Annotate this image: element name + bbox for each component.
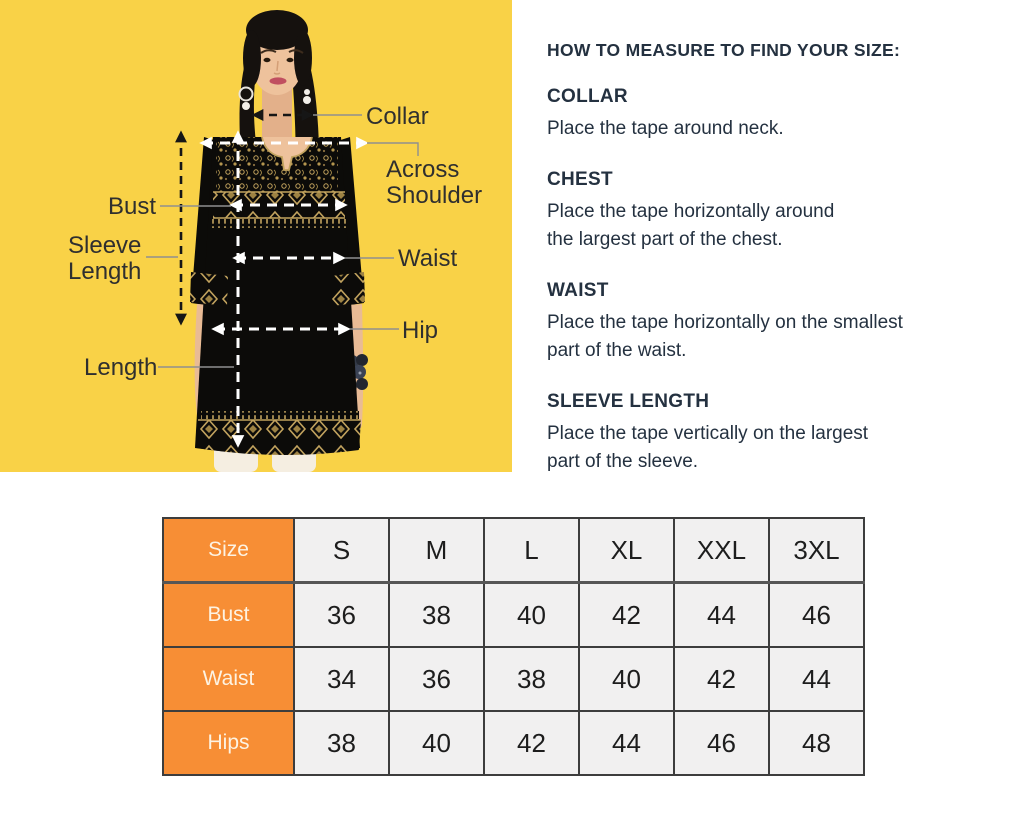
section-heading: SLEEVE LENGTH [547, 391, 710, 412]
row-label: Hips [162, 710, 295, 776]
cell-value: 38 [293, 710, 390, 776]
cell-value: 40 [483, 581, 580, 648]
model-face [260, 49, 304, 85]
section-text: the largest part of the chest. [547, 229, 783, 250]
across-shoulder-label-line1: Across [386, 156, 459, 183]
instruction-section-waist: WAIST Place the tape horizontally on the… [547, 280, 999, 365]
model-figure [190, 10, 368, 472]
cell-value: 42 [483, 710, 580, 776]
cell-value: 38 [388, 581, 485, 648]
cell-value: 38 [483, 646, 580, 712]
cell-value: 46 [673, 710, 770, 776]
cell-value: 46 [768, 581, 865, 648]
cell-value: 42 [578, 581, 675, 648]
waist-label: Waist [398, 245, 457, 272]
table-row-waist: Waist 34 36 38 40 42 44 [162, 646, 865, 712]
measurement-arrows [175, 109, 369, 448]
cell-value: 34 [293, 646, 390, 712]
header-cell-xxl: XXL [673, 517, 770, 584]
instructions-title: HOW TO MEASURE TO FIND YOUR SIZE: [547, 40, 901, 60]
section-text: Place the tape horizontally around [547, 201, 835, 222]
cell-value: 44 [768, 646, 865, 712]
section-text: Place the tape around neck. [547, 118, 784, 139]
header-cell-xl: XL [578, 517, 675, 584]
section-text: Place the tape vertically on the largest [547, 423, 869, 444]
section-heading: WAIST [547, 280, 609, 301]
sleeve-length-label-line2: Length [68, 258, 141, 285]
sleeve-length-label-line1: Sleeve [68, 232, 141, 259]
instruction-section-sleeve-length: SLEEVE LENGTH Place the tape vertically … [547, 391, 999, 476]
length-label: Length [84, 354, 157, 381]
size-chart-table: Size S M L XL XXL 3XL Bust 36 38 40 42 4… [162, 517, 865, 776]
bust-label: Bust [108, 193, 156, 220]
table-row-bust: Bust 36 38 40 42 44 46 [162, 581, 865, 648]
hip-label: Hip [402, 317, 438, 344]
measure-instructions: HOW TO MEASURE TO FIND YOUR SIZE: COLLAR… [547, 40, 999, 502]
collar-label: Collar [366, 103, 429, 130]
header-cell-size: Size [162, 517, 295, 584]
row-label: Bust [162, 581, 295, 648]
header-cell-l: L [483, 517, 580, 584]
section-text: part of the sleeve. [547, 451, 699, 472]
across-shoulder-label-line2: Shoulder [386, 182, 482, 209]
cell-value: 40 [578, 646, 675, 712]
table-row-hips: Hips 38 40 42 44 46 48 [162, 710, 865, 776]
section-text: part of the waist. [547, 340, 687, 361]
header-cell-3xl: 3XL [768, 517, 865, 584]
instruction-section-collar: COLLAR Place the tape around neck. [547, 86, 999, 143]
cell-value: 48 [768, 710, 865, 776]
header-cell-m: M [388, 517, 485, 584]
cell-value: 44 [673, 581, 770, 648]
cell-value: 36 [388, 646, 485, 712]
row-label: Waist [162, 646, 295, 712]
section-heading: CHEST [547, 169, 613, 190]
cell-value: 44 [578, 710, 675, 776]
table-header-row: Size S M L XL XXL 3XL [162, 517, 865, 584]
section-text: Place the tape horizontally on the small… [547, 312, 903, 333]
section-heading: COLLAR [547, 86, 628, 107]
cell-value: 42 [673, 646, 770, 712]
measurement-diagram: Collar Across Shoulder Bust Sleeve Lengt… [0, 0, 512, 472]
measurement-diagram-illustration: Collar Across Shoulder Bust Sleeve Lengt… [0, 0, 512, 472]
instruction-section-chest: CHEST Place the tape horizontally around… [547, 169, 999, 254]
header-cell-s: S [293, 517, 390, 584]
cell-value: 36 [293, 581, 390, 648]
earrings [238, 86, 311, 110]
cell-value: 40 [388, 710, 485, 776]
label-connectors [146, 114, 419, 368]
